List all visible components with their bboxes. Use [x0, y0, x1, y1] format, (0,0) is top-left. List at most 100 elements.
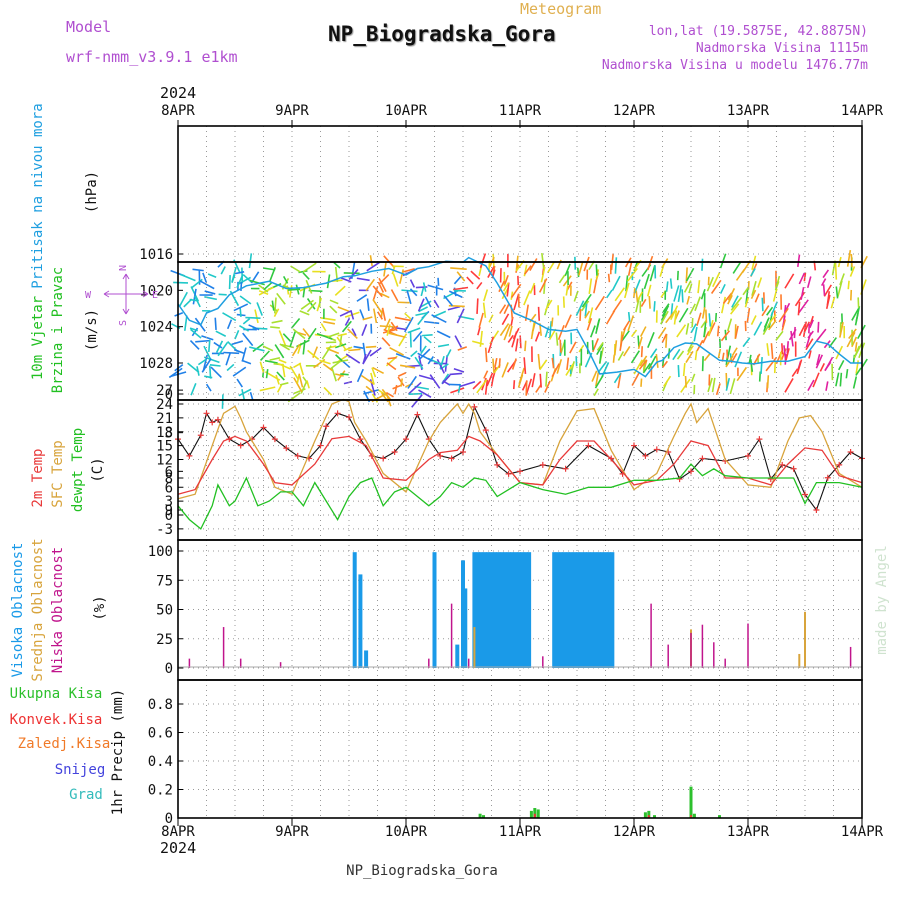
date-tick-top: 14APR [841, 103, 884, 119]
wind-speed-marker [380, 455, 387, 462]
y-tick-label: 24 [156, 397, 173, 413]
dewpoint-line [177, 463, 863, 530]
wind-speed-marker [847, 449, 854, 455]
low-cloud-bar [747, 623, 749, 668]
low-cloud-bar [849, 646, 852, 668]
wind-speed-marker [271, 436, 278, 443]
year-label-top: 2024 [160, 84, 196, 102]
y-tick-label: 6 [165, 480, 173, 496]
high-cloud-bar [513, 552, 518, 668]
wind-speed-marker [836, 461, 843, 468]
wind-speed-marker [539, 461, 546, 468]
high-cloud-bar [503, 552, 508, 668]
precip-legend-item: Grad [69, 787, 103, 803]
date-tick-top: 12APR [613, 103, 656, 119]
dewpoint-axis-title: dewpt Temp [70, 428, 86, 512]
high-cloud-bar [582, 552, 587, 668]
high-cloud-bar [520, 552, 525, 668]
wind-speed-marker [346, 414, 352, 421]
temperature-unit: (C) [90, 457, 106, 482]
high-cloud-bar [455, 644, 460, 668]
high-cloud-bar [610, 552, 615, 668]
y-tick-label: 50 [156, 603, 173, 619]
y-tick-label: 12 [156, 453, 173, 469]
precipitation-grid [178, 680, 862, 819]
y-tick-label: 0 [165, 508, 173, 524]
wind-speed-marker [676, 476, 683, 483]
wind-speed-marker [334, 410, 341, 417]
wind-speed-line [177, 405, 863, 512]
high-cloud-bar [569, 552, 574, 668]
precip-legend-item: Konvek.Kisa [10, 712, 103, 728]
y-tick-label: 3 [165, 494, 173, 510]
y-tick-label: 6 [165, 464, 173, 480]
high-cloud-bar [586, 552, 591, 668]
total-precip-bar [692, 813, 696, 818]
coords-label: lon,lat (19.5875E, 42.8875N) [648, 24, 868, 39]
low-cloud-bar [667, 644, 669, 668]
y-tick-label: 25 [156, 632, 173, 648]
wind-speed-marker [517, 468, 523, 475]
convective-precip-bar [647, 815, 650, 818]
date-tick-top: 11APR [499, 103, 542, 119]
date-tick-top: 8APR [161, 103, 195, 119]
station-title: NP_Biogradska_Gora [328, 22, 556, 46]
wind-speed-marker [688, 468, 694, 475]
high-cloud-bar [552, 552, 557, 668]
pressure-line [177, 256, 862, 378]
total-precip-bar [643, 812, 647, 818]
precip-unit: 1hr Precip (mm) [110, 689, 126, 815]
high-cloud-axis-title: Visoka Oblacnost [10, 543, 26, 678]
temp2m-axis-title: 2m Temp [30, 448, 46, 507]
year-label-bottom: 2024 [160, 839, 196, 857]
wind-speed-marker [323, 423, 330, 430]
date-tick-bottom: 10APR [385, 824, 428, 840]
compass-rose-icon [103, 273, 149, 315]
date-tick-top: 10APR [385, 103, 428, 119]
wind-speed-marker [494, 461, 501, 468]
wind-speed-marker [642, 452, 649, 459]
total-precip-bar [647, 810, 651, 818]
temperature-grid [178, 389, 862, 540]
model-altitude-label: Nadmorska Visina u modelu 1476.77m [601, 58, 868, 73]
model-name: wrf-nmm_v3.9.1 e1km [66, 48, 238, 66]
total-precip-bar [478, 813, 482, 818]
y-tick-label: 18 [156, 425, 173, 441]
high-cloud-bar [576, 552, 581, 668]
low-cloud-bar [428, 658, 430, 668]
pressure-unit: (hPa) [84, 171, 100, 213]
high-cloud-bar [559, 552, 564, 668]
low-cloud-bar [450, 603, 453, 668]
total-precip-bar [653, 815, 657, 818]
wind-speed-marker [471, 403, 478, 410]
mid-cloud-bar [798, 653, 801, 668]
wind-speed-marker [779, 461, 786, 468]
high-cloud-bar [482, 552, 487, 668]
y-tick-label: 0 [165, 661, 173, 677]
total-precip-bar [529, 810, 533, 818]
date-tick-bottom: 13APR [727, 824, 770, 840]
high-cloud-bar [572, 552, 577, 668]
high-cloud-bar [432, 552, 437, 668]
y-tick-label: 3 [165, 426, 173, 442]
high-cloud-bar [506, 552, 511, 668]
compass-e: E [152, 290, 158, 301]
y-tick-label: 1016 [139, 247, 173, 263]
wind-speed-marker [186, 452, 193, 459]
wind-speed-marker [197, 432, 204, 439]
wind-speed-marker [505, 470, 512, 477]
precip-legend-item: Zaledj.Kisa [18, 736, 111, 752]
y-tick-label: 1024 [139, 320, 173, 336]
high-cloud-bar [523, 552, 528, 668]
wind-speed-marker [209, 419, 216, 426]
sfc-temp-line [177, 398, 863, 500]
high-cloud-bar [600, 552, 605, 668]
date-tick-bottom: 14APR [841, 824, 884, 840]
y-tick-label: 9 [165, 503, 173, 519]
wind-speed-marker [391, 449, 398, 455]
y-tick-label: 75 [156, 573, 173, 589]
mid-cloud-bar [804, 611, 806, 668]
wind-speed-marker [260, 424, 267, 431]
wind-speed-marker [237, 442, 244, 449]
